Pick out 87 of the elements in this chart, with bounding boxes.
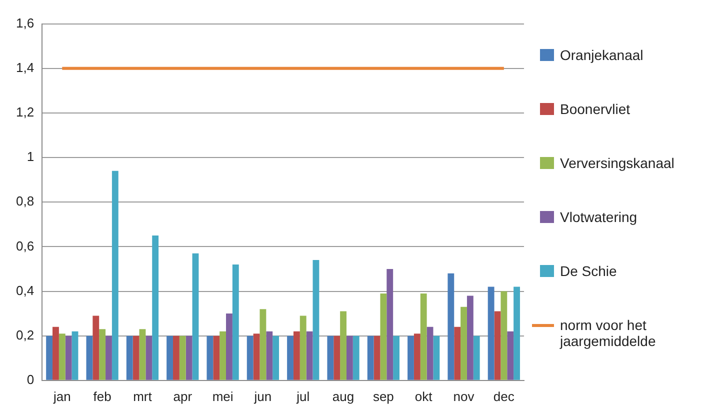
bar xyxy=(232,264,239,380)
y-tick-label: 0,8 xyxy=(16,194,34,209)
bar xyxy=(340,311,346,380)
bar xyxy=(473,336,480,380)
legend-label: Verversingskanaal xyxy=(560,155,674,171)
bar xyxy=(426,326,434,380)
bar xyxy=(220,331,226,380)
bar xyxy=(112,170,118,380)
y-tick-label: 0,2 xyxy=(16,327,34,342)
x-tick-label: jul xyxy=(296,388,310,404)
bar xyxy=(500,291,508,380)
x-tick-label: jan xyxy=(52,388,71,404)
bar xyxy=(346,336,353,380)
y-tick-label: 1,2 xyxy=(16,104,34,120)
legend-label: norm voor het jaargemiddelde xyxy=(560,317,657,349)
y-tick-label: 1,6 xyxy=(16,15,34,30)
bar xyxy=(106,336,112,380)
bar xyxy=(386,268,394,380)
bar xyxy=(139,329,146,380)
bar xyxy=(213,336,220,380)
bar xyxy=(46,336,53,380)
x-tick-label: nov xyxy=(453,388,475,404)
y-tick-label: 1 xyxy=(26,149,34,164)
bar xyxy=(514,286,520,380)
bar xyxy=(132,336,140,380)
bar xyxy=(272,336,280,380)
bar xyxy=(86,336,93,380)
bar xyxy=(246,336,254,380)
bar xyxy=(374,336,380,380)
bar xyxy=(226,314,232,380)
bar xyxy=(312,260,320,380)
bar xyxy=(186,336,192,380)
bar xyxy=(507,331,514,380)
bar xyxy=(488,286,494,380)
x-tick-label: mei xyxy=(212,388,234,404)
bar xyxy=(380,293,387,380)
bar xyxy=(266,331,273,380)
bar xyxy=(52,326,59,380)
legend-label: Oranjekanaal xyxy=(560,47,644,63)
bar xyxy=(152,236,159,380)
bar xyxy=(393,336,400,380)
bar xyxy=(206,336,214,380)
bar xyxy=(58,334,66,380)
bar xyxy=(99,329,106,380)
bar xyxy=(334,336,340,380)
x-tick-label: mrt xyxy=(133,388,152,404)
legend-label: Vlotwatering xyxy=(560,209,638,225)
bar xyxy=(306,331,313,380)
y-tick-label: 0,6 xyxy=(16,238,34,254)
bar xyxy=(327,336,334,380)
y-tick-label: 0 xyxy=(26,372,34,387)
bar xyxy=(287,336,294,380)
legend-label: De Schie xyxy=(560,263,617,279)
bar xyxy=(448,273,454,380)
bar xyxy=(179,336,186,380)
bar xyxy=(172,336,180,380)
x-tick-label: sep xyxy=(372,388,394,404)
x-tick-label: apr xyxy=(173,388,193,404)
bar xyxy=(166,336,173,380)
x-tick-label: aug xyxy=(332,388,354,404)
bar xyxy=(293,331,300,380)
bar xyxy=(92,316,100,380)
bar xyxy=(146,336,152,380)
bar xyxy=(414,334,420,380)
bar xyxy=(433,336,440,380)
bar xyxy=(460,306,467,380)
bar xyxy=(192,253,199,380)
bar xyxy=(494,311,501,380)
bar xyxy=(253,334,260,380)
bar xyxy=(408,336,414,380)
bar xyxy=(420,293,427,380)
bar xyxy=(65,336,72,380)
bar xyxy=(454,326,461,380)
bar xyxy=(352,336,360,380)
x-tick-label: feb xyxy=(93,388,112,404)
bar xyxy=(126,336,133,380)
y-tick-label: 1,4 xyxy=(16,60,34,75)
bar xyxy=(260,309,266,380)
x-tick-label: jun xyxy=(253,388,272,404)
x-tick-label: dec xyxy=(493,388,515,404)
y-tick-label: 0,4 xyxy=(16,282,34,298)
x-tick-label: okt xyxy=(414,388,433,404)
bar xyxy=(300,316,306,380)
bar xyxy=(72,331,78,380)
legend-label: Boonervliet xyxy=(560,101,630,117)
bar xyxy=(466,296,474,380)
bar xyxy=(367,336,374,380)
